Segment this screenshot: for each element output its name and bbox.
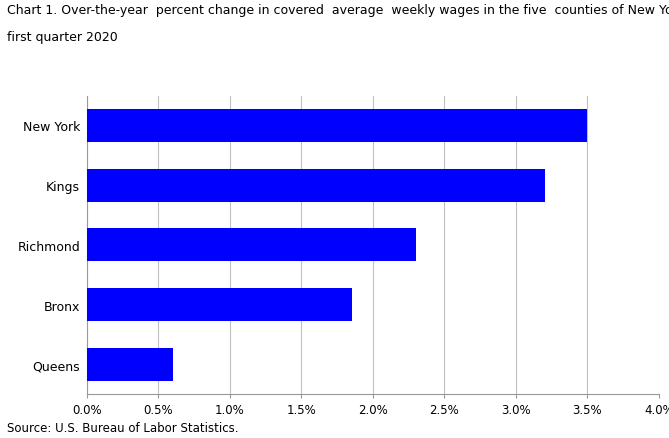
- Bar: [87, 348, 173, 381]
- Text: first quarter 2020: first quarter 2020: [7, 31, 118, 44]
- Bar: [87, 289, 351, 321]
- Text: Source: U.S. Bureau of Labor Statistics.: Source: U.S. Bureau of Labor Statistics.: [7, 420, 238, 434]
- Text: Chart 1. Over-the-year  percent change in covered  average  weekly wages in the : Chart 1. Over-the-year percent change in…: [7, 4, 669, 18]
- Bar: [87, 170, 545, 202]
- Bar: [87, 110, 587, 142]
- Bar: [87, 229, 416, 261]
